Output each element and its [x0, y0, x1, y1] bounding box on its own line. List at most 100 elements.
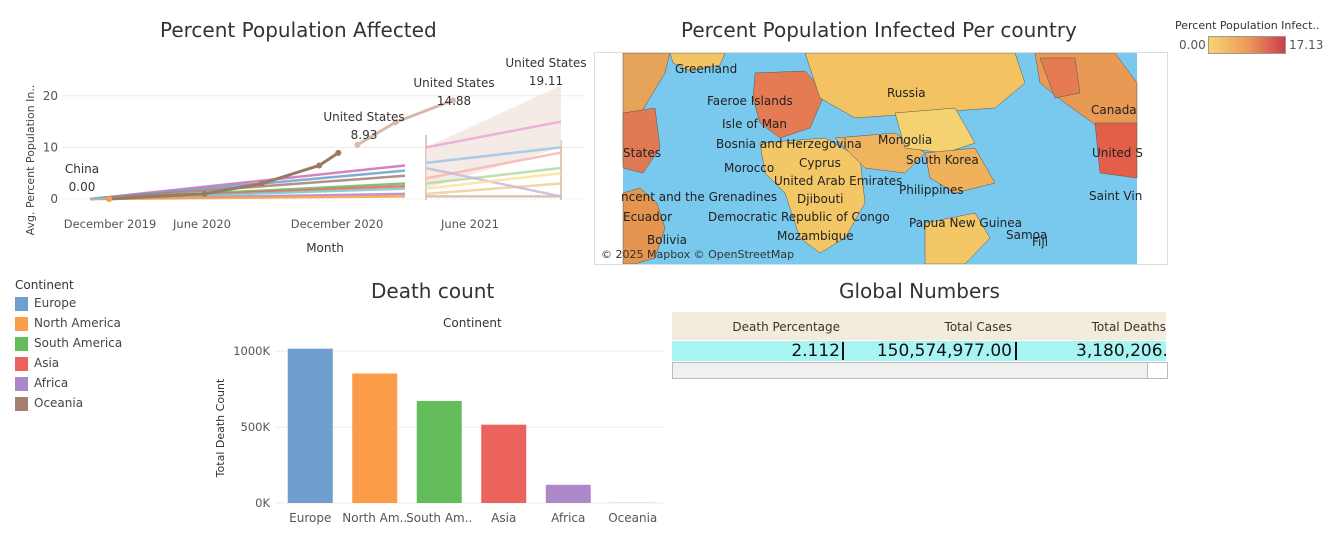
line-point[interactable] — [335, 149, 342, 156]
header-total-deaths[interactable]: Total Deaths — [1091, 320, 1166, 334]
line-annotation-name: United States — [323, 110, 404, 124]
map-country-label[interactable]: Canada — [1091, 103, 1137, 117]
bar-europe[interactable] — [287, 348, 333, 503]
bar-y-tick: 500K — [241, 420, 271, 434]
line-chart-xlabel: Month — [306, 241, 344, 255]
map-country-label[interactable]: Russia — [887, 86, 926, 100]
line-chart-ylabel: Avg. Percent Population In.. — [24, 85, 37, 236]
bar-category-label: South Am.. — [406, 511, 472, 525]
bar-y-tick: 0K — [255, 496, 270, 510]
line-point[interactable] — [449, 97, 456, 104]
global-table-header: Death Percentage Total Cases Total Death… — [672, 312, 1166, 340]
map-country-label[interactable]: Djibouti — [797, 192, 844, 206]
scrollbar-thumb[interactable] — [673, 363, 1148, 378]
legend-label: South America — [34, 336, 123, 350]
map-country-label[interactable]: United S — [1092, 146, 1143, 160]
map-country-label[interactable]: States — [623, 146, 661, 160]
line-y-tick: 10 — [43, 140, 58, 154]
line-annotation-value: 0.00 — [69, 180, 96, 194]
line-y-tick: 0 — [50, 192, 58, 206]
line-x-tick: December 2019 — [64, 217, 157, 231]
map-country-label[interactable]: Democratic Republic of Congo — [708, 210, 890, 224]
legend-swatch — [15, 377, 28, 391]
bar-africa[interactable] — [545, 484, 591, 503]
death-chart-top-label: Continent — [443, 316, 502, 330]
map-country-label[interactable]: Fiji — [1032, 235, 1048, 249]
map-country-label[interactable]: Bolivia — [647, 233, 687, 247]
map-country-label[interactable]: Bosnia and Herzegovina — [716, 137, 862, 151]
map-country-label[interactable]: Mongolia — [878, 133, 932, 147]
legend-label: Oceania — [34, 396, 84, 410]
legend-swatch — [15, 357, 28, 371]
map-legend-min: 0.00 — [1179, 38, 1206, 52]
map-country-label[interactable]: Papua New Guinea — [909, 216, 1022, 230]
world-map[interactable]: Greenland Russia Canada Faeroe Islands Isle … — [594, 52, 1168, 265]
line-annotation-name: United States — [505, 56, 586, 70]
bar-south-am-[interactable] — [416, 400, 462, 503]
line-confidence-band — [426, 85, 561, 189]
map-country-label[interactable]: Faeroe Islands — [707, 94, 793, 108]
map-legend-title: Percent Population Infect.. — [1175, 19, 1320, 32]
legend-label: Africa — [34, 376, 69, 390]
column-divider — [842, 342, 844, 360]
legend-label: Asia — [34, 356, 60, 370]
line-series-background — [425, 151, 562, 180]
bar-category-label: North Am.. — [342, 511, 407, 525]
bar-y-tick: 1000K — [233, 344, 270, 358]
bar-category-label: Asia — [491, 511, 516, 525]
line-point[interactable] — [258, 180, 265, 187]
value-total-deaths: 3,180,206.( — [1076, 341, 1166, 361]
line-point[interactable] — [392, 119, 399, 126]
line-annotation-value: 19.11 — [529, 74, 563, 88]
map-country-label[interactable]: Philippines — [899, 183, 964, 197]
map-country-label[interactable]: Morocco — [724, 161, 774, 175]
legend-swatch — [15, 317, 28, 331]
line-chart[interactable]: Avg. Percent Population In.. 0 10 20 Decemb… — [0, 40, 594, 270]
line-point[interactable] — [106, 196, 113, 202]
line-chart-title: Percent Population Affected — [160, 18, 437, 42]
map-country-label[interactable]: Ecuador — [623, 210, 672, 224]
death-bar-chart[interactable]: Total Death Count 0K 500K 1000K Europe Nort… — [200, 330, 670, 530]
map-country-label[interactable]: ncent and the Grenadines — [621, 190, 777, 204]
line-point[interactable] — [316, 162, 323, 169]
line-annotation-value: 8.93 — [351, 128, 378, 142]
global-table-row[interactable]: 2.112 150,574,977.00 3,180,206.( — [672, 341, 1166, 361]
map-title: Percent Population Infected Per country — [681, 18, 1077, 42]
bar-category-label: Europe — [289, 511, 331, 525]
column-divider — [1015, 342, 1017, 360]
legend-label: Europe — [34, 296, 77, 310]
bar-asia[interactable] — [481, 424, 527, 503]
line-x-tick: June 2020 — [172, 217, 231, 231]
line-series-background — [425, 166, 562, 185]
header-death-percentage[interactable]: Death Percentage — [732, 320, 840, 334]
line-annotation-name: China — [65, 162, 99, 176]
legend-label: North America — [34, 316, 121, 330]
line-y-tick: 20 — [43, 89, 58, 103]
map-country-label[interactable]: United Arab Emirates — [774, 174, 902, 188]
map-country-label[interactable]: South Korea — [906, 153, 979, 167]
line-annotation-value: 14.88 — [437, 94, 471, 108]
legend-swatch — [15, 297, 28, 311]
line-series-background — [425, 120, 562, 149]
value-total-cases: 150,574,977.00 — [876, 341, 1012, 361]
death-chart-title: Death count — [371, 279, 495, 303]
line-point[interactable] — [354, 141, 361, 148]
map-legend-max: 17.13 — [1289, 38, 1324, 52]
map-country-label[interactable]: Saint Vin — [1089, 189, 1142, 203]
legend-swatch — [15, 397, 28, 411]
bar-category-label: Oceania — [608, 511, 657, 525]
map-country-label[interactable]: Greenland — [675, 62, 737, 76]
map-country-label[interactable]: Isle of Man — [722, 117, 787, 131]
map-color-scale — [1208, 36, 1286, 54]
table-horizontal-scrollbar[interactable] — [672, 362, 1168, 379]
map-attribution: © 2025 Mapbox © OpenStreetMap — [601, 248, 794, 261]
header-total-cases[interactable]: Total Cases — [944, 320, 1012, 334]
line-point[interactable] — [201, 190, 208, 197]
map-country-label[interactable]: Mozambique — [777, 229, 854, 243]
line-series-background — [425, 146, 562, 165]
global-numbers-title: Global Numbers — [839, 279, 1000, 303]
bar-north-am-[interactable] — [352, 373, 398, 503]
continent-legend-title: Continent — [15, 278, 74, 292]
map-country-label[interactable]: Cyprus — [799, 156, 841, 170]
map-country-label[interactable]: Samoa — [1006, 228, 1047, 242]
